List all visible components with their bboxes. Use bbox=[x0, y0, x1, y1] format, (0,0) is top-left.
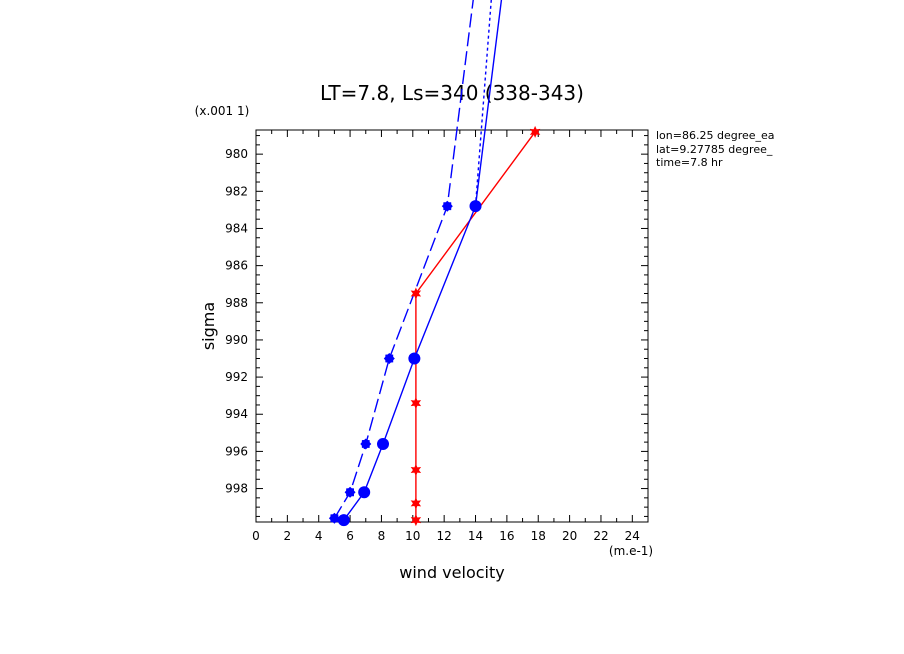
y-tick-label: 992 bbox=[225, 370, 248, 384]
x-tick-label: 12 bbox=[437, 529, 452, 543]
annotation-time: time=7.8 hr bbox=[656, 156, 723, 169]
x-axis-label: wind velocity bbox=[399, 563, 504, 582]
data-point-gear bbox=[383, 353, 395, 364]
y-tick-label: 990 bbox=[225, 333, 248, 347]
x-tick-label: 6 bbox=[346, 529, 354, 543]
x-tick-label: 24 bbox=[625, 529, 640, 543]
y-tick-label: 984 bbox=[225, 221, 248, 235]
y-tick-label: 994 bbox=[225, 407, 248, 421]
data-point-circle bbox=[408, 352, 421, 365]
x-tick-label: 8 bbox=[378, 529, 386, 543]
chart-title: LT=7.8, Ls=340 (338-343) bbox=[320, 81, 584, 105]
plot-frame bbox=[255, 129, 649, 523]
data-point-star bbox=[410, 497, 422, 510]
data-point-star bbox=[410, 464, 422, 476]
x-tick-label: 0 bbox=[252, 529, 260, 543]
marker-layer bbox=[328, 125, 541, 527]
data-point-gear bbox=[360, 438, 372, 450]
series-line-3 bbox=[333, 0, 474, 519]
data-point-star bbox=[410, 287, 422, 300]
data-point-gear bbox=[441, 200, 453, 212]
axes: 0 2 4 6 8 10 12 14 16 18 20 22 249809829849869889909… bbox=[225, 129, 649, 543]
annotation-lat: lat=9.27785 degree_ bbox=[656, 143, 773, 156]
data-point-star bbox=[410, 514, 422, 527]
series-line-0 bbox=[415, 131, 536, 521]
data-point-circle bbox=[337, 514, 350, 527]
x-unit-label: (m.e-1) bbox=[609, 544, 653, 558]
x-tick-label: 4 bbox=[315, 529, 323, 543]
y-tick-label: 998 bbox=[225, 482, 248, 496]
y-tick-label: 996 bbox=[225, 444, 248, 458]
y-tick-label: 986 bbox=[225, 259, 248, 273]
y-unit-label: (x.001 1) bbox=[195, 104, 250, 118]
data-point-gear bbox=[344, 486, 356, 498]
y-tick-label: 982 bbox=[225, 184, 248, 198]
y-tick-label: 980 bbox=[225, 147, 248, 161]
x-tick-label: 10 bbox=[405, 529, 420, 543]
data-point-star bbox=[529, 125, 541, 138]
data-point-star bbox=[410, 397, 422, 410]
data-point-circle bbox=[358, 486, 371, 499]
y-axis-label: sigma bbox=[199, 302, 218, 350]
x-tick-label: 14 bbox=[468, 529, 483, 543]
series-line-1 bbox=[343, 0, 503, 521]
data-point-gear bbox=[328, 512, 340, 524]
data-point-circle bbox=[377, 437, 390, 450]
data-point-circle bbox=[469, 200, 482, 213]
annotation-lon: lon=86.25 degree_ea bbox=[656, 129, 775, 142]
series-line-2 bbox=[474, 0, 492, 207]
x-tick-label: 18 bbox=[531, 529, 546, 543]
x-tick-label: 16 bbox=[499, 529, 514, 543]
y-tick-label: 988 bbox=[225, 296, 248, 310]
x-tick-label: 20 bbox=[562, 529, 577, 543]
x-tick-label: 2 bbox=[284, 529, 292, 543]
x-tick-label: 22 bbox=[593, 529, 608, 543]
